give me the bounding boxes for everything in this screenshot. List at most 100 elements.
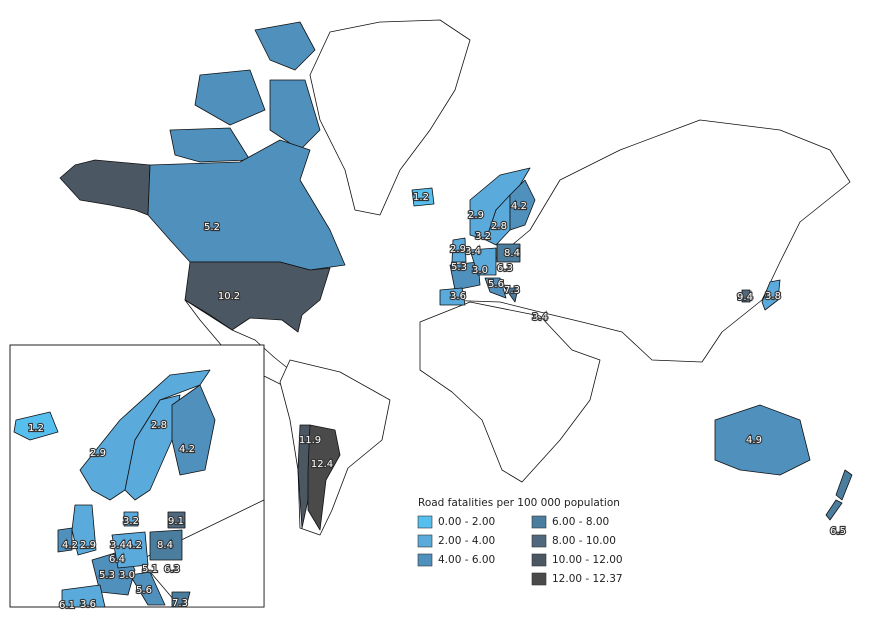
greece [504,287,519,303]
value-label: 1.2 [28,423,44,434]
value-label: 2.9 [450,244,466,255]
poland [496,243,521,263]
inset-land [139,499,265,608]
value-label: 3.0 [119,570,135,581]
lithuania [167,511,186,529]
legend-label: 2.00 - 4.00 [438,535,495,547]
value-label: 6.5 [830,526,846,537]
poland [149,529,183,561]
value-label: 5.6 [136,585,152,596]
uk [71,504,97,556]
value-label: 4.2 [62,540,78,551]
legend-label: 6.00 - 8.00 [552,516,609,528]
value-label: 3.4 [110,540,126,551]
france [449,261,481,291]
value-label: 6.1 [59,600,75,611]
value-label: 5.3 [451,262,467,273]
arctic-islands [254,21,316,71]
value-label: 8.4 [504,248,520,259]
arctic-islands [194,69,266,126]
value-label: 9.4 [737,292,753,303]
value-label: 1.2 [413,192,429,203]
spain [61,584,106,608]
legend-title: Road fatalities per 100 000 population [418,497,620,509]
germany [469,247,497,276]
arctic-islands [269,79,321,151]
sweden [485,194,511,246]
value-label: 8.4 [157,540,173,551]
value-label: 3.6 [80,599,96,610]
value-label: 10.2 [218,291,240,302]
value-label: 2.8 [491,221,507,232]
italy [129,571,166,606]
value-label: 3.2 [123,516,139,527]
value-label: 12.4 [311,459,333,470]
value-label: 5.3 [99,570,115,581]
value-label: 3.2 [475,231,491,242]
value-label: 2.9 [80,540,96,551]
ireland [57,527,73,553]
canada [147,139,346,271]
legend-swatch [531,515,547,529]
legend-label: 0.00 - 2.00 [438,516,495,528]
usa [184,261,331,333]
iceland [411,187,435,207]
value-label: 3.6 [450,291,466,302]
value-label: 6.3 [497,263,513,274]
value-label: 7.3 [172,598,188,609]
value-label: 5.2 [204,222,220,233]
legend-swatch [531,553,547,567]
value-label: 2.9 [468,210,484,221]
value-label: 3.8 [765,291,781,302]
legend-swatch [417,515,433,529]
italy [484,277,507,299]
germany [111,531,149,569]
africa [419,301,601,483]
legend-swatch [531,534,547,548]
value-labels: 5.210.21.22.92.84.23.22.9 3.4 8.45.3 3.0 6.3… [27,191,847,612]
legend-swatch [417,534,433,548]
value-label: 2.8 [151,420,167,431]
legend-label: 4.00 - 6.00 [438,554,495,566]
sweden [124,394,181,501]
new-zealand [825,499,843,521]
australia [714,404,811,476]
legend-swatch [417,553,433,567]
legend-label: 10.00 - 12.00 [552,554,623,566]
europe-inset [9,344,265,608]
value-label: 9.1 [168,516,184,527]
value-label: 3.4 [532,312,548,323]
uk [451,237,467,263]
south-korea [741,289,751,303]
legend-swatch [531,572,547,586]
legend: Road fatalities per 100 000 population 0… [417,497,623,586]
greece [171,591,191,608]
value-label: 11.9 [299,435,321,446]
value-label: 3.4 [465,246,481,257]
iceland [13,411,59,441]
value-label: 5.6 [488,279,504,290]
value-label: 2.9 [90,448,106,459]
value-label: 7.3 [504,285,520,296]
denmark [123,511,139,527]
value-label: 6.4 [109,554,125,565]
finland [171,384,216,476]
japan [761,279,781,311]
value-label: 4.2 [126,540,142,551]
value-label: 3.0 [472,265,488,276]
new-zealand [835,469,853,501]
chile [297,424,311,529]
value-label: 4.2 [179,444,195,455]
legend-label: 8.00 - 10.00 [552,535,616,547]
legend-label: 12.00 - 12.37 [552,573,623,585]
argentina [307,424,341,531]
value-label: 4.2 [511,201,527,212]
arctic-islands [169,127,251,163]
spain [439,287,466,306]
finland [509,179,536,231]
value-label: 6.3 [164,564,180,575]
value-label: 4.9 [746,435,762,446]
greenland [309,19,471,216]
value-label: 5.1 [142,564,158,575]
